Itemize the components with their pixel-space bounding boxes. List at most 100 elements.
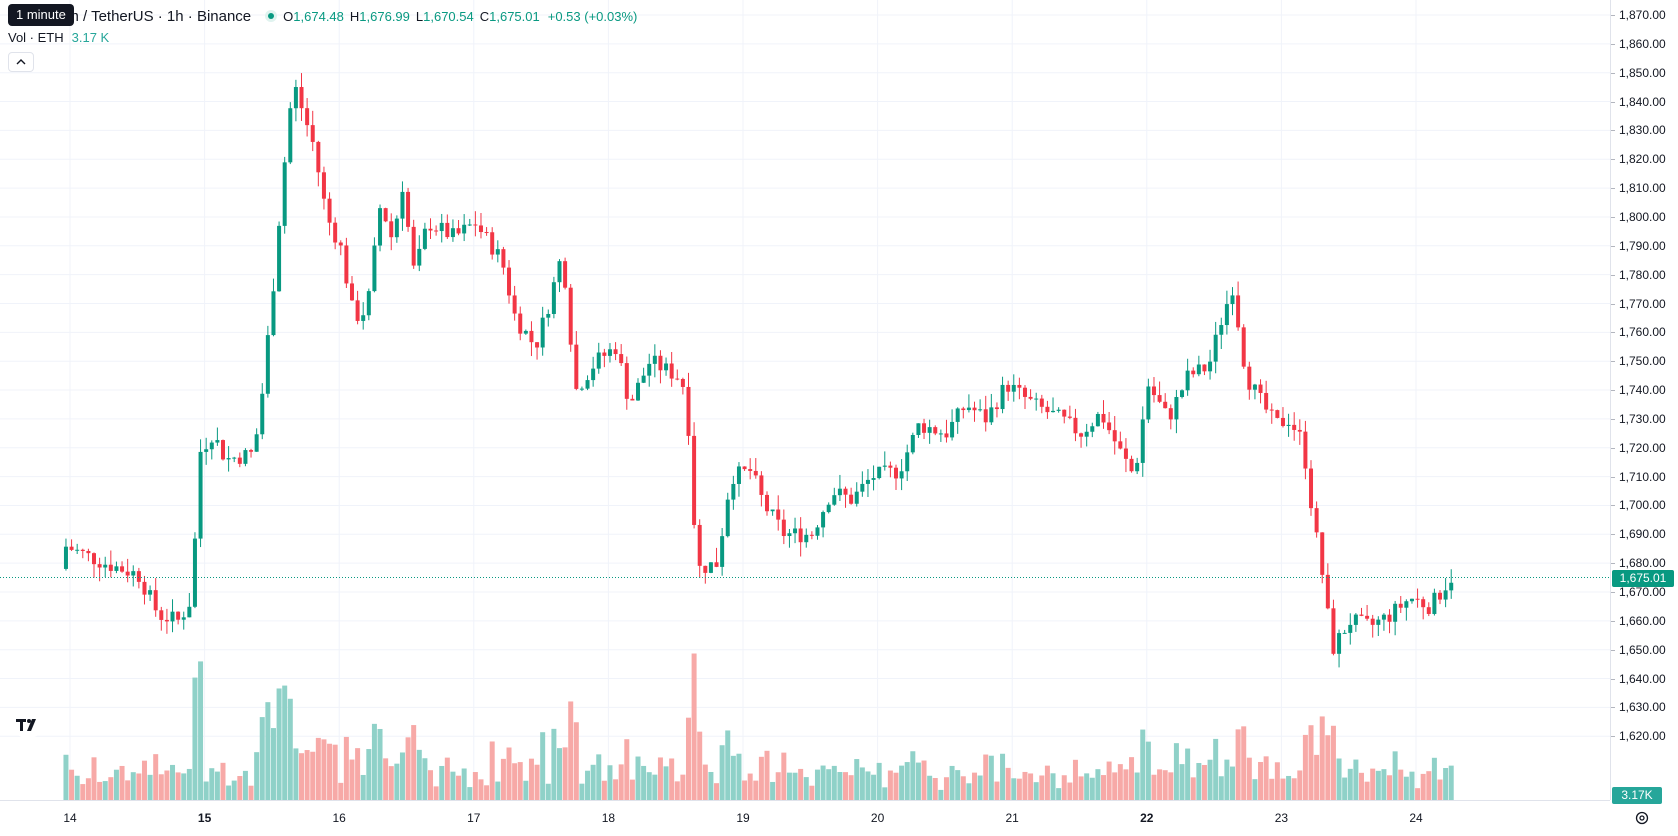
candle-body (523, 330, 528, 334)
volume-bar (921, 760, 927, 800)
volume-badge: 3.17K (1612, 787, 1662, 804)
candle-body (748, 469, 753, 471)
candle-body (1421, 599, 1426, 608)
volume-bar (1336, 758, 1342, 800)
volume-bar (153, 754, 159, 800)
volume-bar (1218, 776, 1224, 800)
volume-bar (837, 772, 843, 800)
candle-body (877, 466, 882, 479)
candle-body (1432, 592, 1437, 614)
volume-bar (1291, 778, 1297, 800)
volume-bar (1319, 716, 1325, 800)
candle-body (187, 606, 192, 618)
candle-body (849, 494, 854, 504)
volume-bar (1387, 775, 1393, 800)
volume-bar (310, 751, 316, 800)
time-tick-label: 21 (1005, 811, 1019, 825)
volume-bar (708, 771, 714, 800)
volume-bar (927, 775, 933, 800)
volume-bar (102, 781, 108, 800)
volume-bar (1044, 765, 1050, 800)
volume-bar (938, 789, 944, 800)
candle-body (1370, 618, 1375, 625)
candle-body (495, 249, 500, 255)
candle-body (540, 317, 545, 348)
volume-bar (450, 771, 456, 800)
volume-bar (949, 765, 955, 800)
volume-bar (270, 728, 276, 800)
volume-bar (1134, 772, 1140, 800)
volume-bar (1252, 779, 1258, 800)
volume-bar (209, 768, 215, 800)
volume-bar (596, 754, 602, 800)
candle-body (535, 342, 540, 348)
candlestick-chart[interactable] (0, 0, 1610, 800)
volume-bar (394, 763, 400, 800)
volume-bar (1078, 776, 1084, 800)
volume-bar (500, 758, 506, 800)
volume-bar (147, 774, 153, 800)
time-tick-label: 15 (197, 811, 212, 825)
volume-bar (282, 685, 288, 800)
symbol-title[interactable]: um / TetherUS · 1h · Binance (58, 7, 252, 25)
candle-body (1118, 441, 1123, 449)
candle-body (770, 509, 775, 512)
volume-label[interactable]: Vol · ETH (8, 30, 64, 45)
candle-body (927, 427, 932, 433)
volume-bar (130, 772, 136, 800)
volume-bar (119, 765, 125, 800)
candle-body (1376, 619, 1381, 625)
price-tick-label: 1,720.00 (1611, 440, 1666, 455)
volume-legend-row: Vol · ETH 3.17 K (8, 30, 637, 48)
volume-bar (826, 769, 832, 800)
candle-body (1269, 409, 1274, 411)
candle-body (1398, 603, 1403, 608)
volume-bar (657, 757, 663, 800)
candle-body (406, 191, 411, 227)
volume-bar (158, 774, 164, 800)
chart-settings-button[interactable] (1632, 808, 1652, 828)
volume-bar (1364, 781, 1370, 800)
price-tick-label: 1,670.00 (1611, 585, 1666, 599)
collapse-legend-button[interactable] (8, 52, 34, 72)
candle-body (1236, 295, 1241, 328)
price-axis[interactable]: 1,870.00 1,860.00 1,850.00 1,840.00 1,830.00… (1610, 0, 1678, 800)
volume-bar (988, 755, 994, 800)
time-axis[interactable]: 14 15 16 17 18 19 20 21 22 23 24 (0, 800, 1610, 836)
candle-body (910, 435, 915, 453)
price-tick-label: 1,780.00 (1611, 267, 1666, 282)
volume-bar (1280, 778, 1286, 800)
volume-bar (764, 750, 770, 800)
volume-bar (1325, 735, 1331, 800)
candle-body (664, 363, 669, 371)
candle-body (209, 442, 214, 450)
candle-body (1157, 395, 1162, 402)
time-tick-label: 22 (1140, 811, 1154, 825)
chart-pane[interactable] (0, 0, 1610, 800)
volume-bar (1437, 779, 1443, 800)
candle-body (871, 478, 876, 480)
volume-bar (1258, 761, 1264, 800)
candle-body (697, 524, 702, 566)
candle-body (938, 433, 943, 435)
volume-bar (1140, 729, 1146, 800)
candle-body (641, 375, 646, 383)
volume-bar (1039, 775, 1045, 800)
tradingview-logo-icon[interactable] (12, 712, 44, 738)
volume-bar (1157, 769, 1163, 800)
volume-bar (641, 765, 647, 800)
candle-body (1219, 325, 1224, 335)
volume-bar (1358, 772, 1364, 800)
volume-bar (495, 781, 501, 800)
candle-body (720, 536, 725, 567)
market-status-icon[interactable] (265, 10, 278, 22)
volume-bar (814, 769, 820, 800)
volume-bar (1370, 768, 1376, 800)
candle-body (1017, 384, 1022, 388)
volume-bar (405, 737, 411, 800)
time-tick-label: 19 (736, 811, 750, 825)
volume-bar (618, 764, 624, 800)
volume-bars (63, 653, 1454, 800)
volume-bar (770, 781, 776, 800)
volume-bar (1050, 773, 1056, 800)
